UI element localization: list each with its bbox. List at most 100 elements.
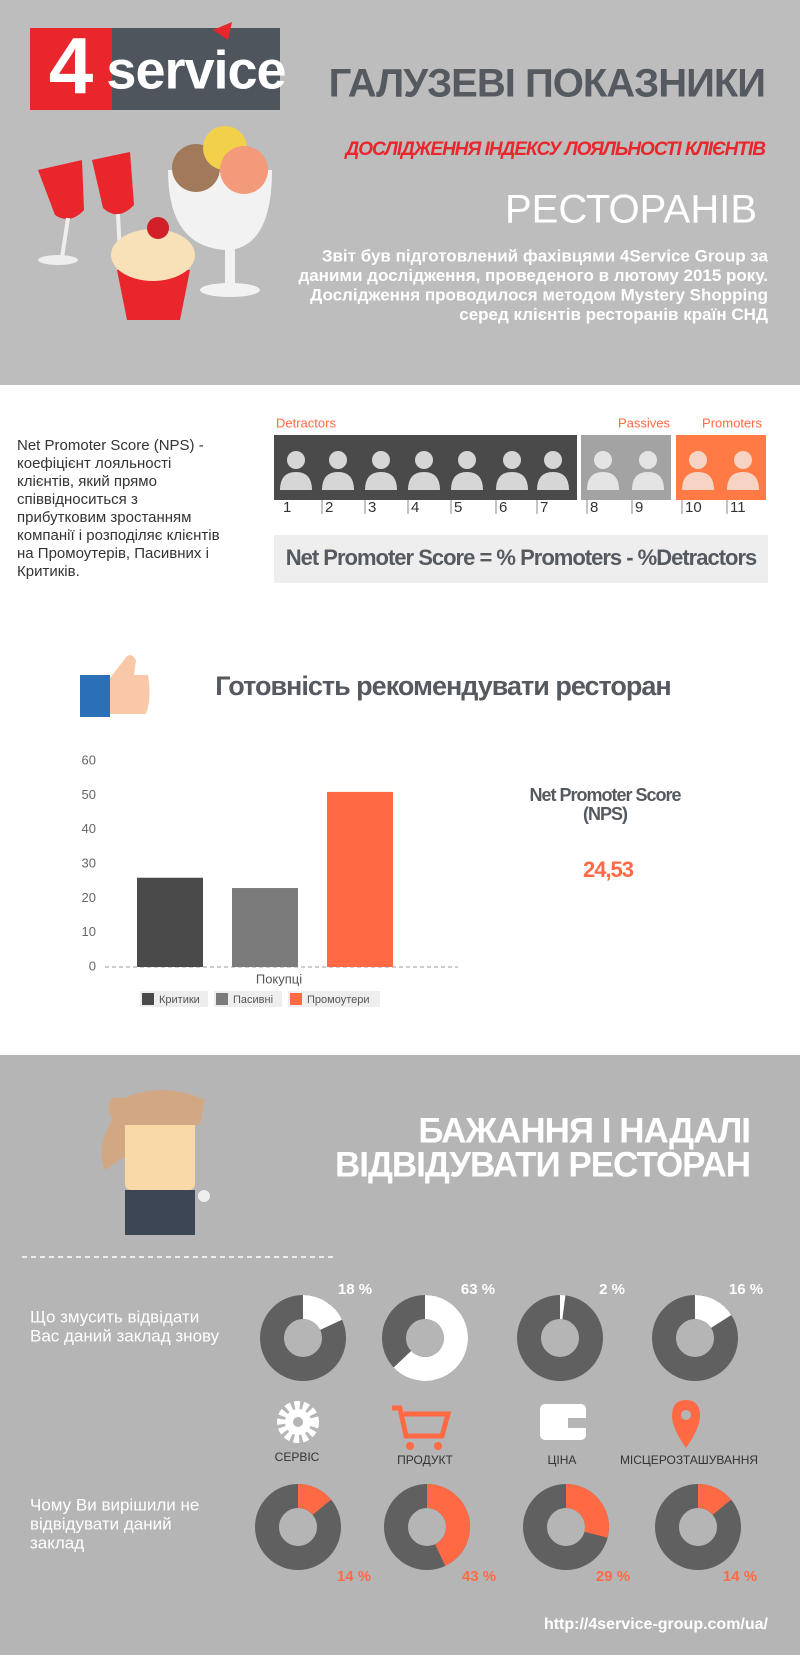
fringe (120, 1090, 205, 1125)
nps-description: клієнтів, який прямо (17, 473, 157, 490)
wallet-clasp (568, 1418, 586, 1428)
cart-icon (392, 1405, 452, 1439)
person-body (280, 472, 312, 490)
donut-segment (566, 1484, 609, 1538)
y-tick-label: 10 (82, 924, 96, 939)
legend-bg (140, 991, 208, 1007)
scale-number: 3 (368, 499, 376, 516)
person-body (682, 472, 714, 490)
y-tick-label: 0 (89, 958, 96, 973)
scale-number: 6 (499, 499, 507, 516)
scale-number: 8 (590, 499, 598, 516)
person-body (587, 472, 619, 490)
y-tick-label: 40 (82, 821, 96, 836)
intro-line: серед клієнтів ресторанів країн СНД (459, 305, 768, 324)
y-tick-label: 50 (82, 787, 96, 802)
legend-bg (288, 991, 380, 1007)
wine-glass (38, 160, 84, 219)
person-head (503, 451, 521, 469)
nps-label: Net Promoter Score (529, 785, 681, 805)
legend-swatch (290, 993, 302, 1005)
donut-label: 14 % (723, 1568, 757, 1585)
person-body (496, 472, 528, 490)
row-label: Чому Ви вирішили не (30, 1495, 199, 1514)
face (125, 1110, 195, 1190)
footer-url: http://4service-group.com/ua/ (544, 1616, 769, 1633)
person-body (451, 472, 483, 490)
promoters-box (676, 435, 766, 500)
nps-value: 24,53 (583, 857, 634, 882)
factor-label: ЦІНА (548, 1453, 577, 1467)
donut-segment (560, 1295, 566, 1320)
person-body (365, 472, 397, 490)
nps-description: співвідноситься з (17, 491, 138, 508)
person-body (537, 472, 569, 490)
nps-description: на Промоутерів, Пасивних і (17, 545, 209, 562)
donut-segment (695, 1295, 732, 1328)
formula: Net Promoter Score = % Promoters - %Detr… (286, 545, 757, 570)
donut-segment (698, 1484, 732, 1515)
scale-number: 7 (540, 499, 548, 516)
scale-number: 1 (283, 499, 291, 516)
intro-line: Звіт був підготовлений фахівцями 4Servic… (322, 246, 769, 265)
gear-hole (293, 1417, 303, 1427)
person-body (727, 472, 759, 490)
row-label: Що змусить відвідати (30, 1307, 199, 1326)
person-body (322, 472, 354, 490)
intro-line: Дослідження проводилося методом Mystery … (310, 285, 768, 304)
cherry (147, 217, 169, 239)
cupcake-base (117, 270, 190, 320)
legend-label: Критики (159, 994, 200, 1006)
logo-red (30, 28, 112, 110)
group-label: Passives (618, 415, 671, 430)
donut-label: 14 % (337, 1568, 371, 1585)
cart-wheel (434, 1442, 442, 1450)
glass-foot (38, 255, 78, 265)
pin-hole (681, 1410, 691, 1420)
nps-label: (NPS) (583, 804, 628, 824)
nps-description: компанії і розподіляє клієнтів (17, 527, 220, 544)
donut-label: 43 % (462, 1568, 496, 1585)
legend-bg (214, 991, 282, 1007)
scoop (220, 146, 268, 194)
hand (110, 655, 150, 714)
nps-description: прибутковим зростанням (17, 509, 192, 526)
row-label: відвідувати даний (30, 1514, 172, 1533)
bar (137, 877, 203, 967)
legend-label: Пасивні (233, 994, 273, 1006)
section-title: БАЖАННЯ І НАДАЛІ (418, 1111, 750, 1150)
legend-swatch (142, 993, 154, 1005)
bowl-foot (200, 283, 260, 297)
donut-label: 16 % (729, 1281, 763, 1298)
person-head (734, 451, 752, 469)
y-tick-label: 20 (82, 890, 96, 905)
scale-number: 10 (685, 499, 702, 516)
apron (125, 1190, 195, 1235)
group-label: Detractors (276, 415, 336, 430)
group-label: Promoters (702, 415, 762, 430)
bowl-stem (225, 245, 235, 285)
cart-wheel (406, 1442, 414, 1450)
row-label: Вас даний заклад знову (30, 1326, 220, 1345)
donut-segment (298, 1484, 332, 1515)
scale-number: 4 (411, 499, 419, 516)
scale-number: 2 (325, 499, 333, 516)
logo-word: service (106, 40, 285, 100)
scale-number: 9 (635, 499, 643, 516)
scale-number: 11 (730, 499, 746, 516)
donut-label: 63 % (461, 1281, 495, 1298)
person-head (287, 451, 305, 469)
cupcake-cream (111, 229, 195, 281)
person-body (632, 472, 664, 490)
gear-icon (277, 1401, 319, 1443)
logo-dark (112, 28, 280, 110)
formula-box (274, 535, 768, 583)
donut-label: 29 % (596, 1568, 630, 1585)
legend-label: Промоутери (307, 994, 370, 1006)
waitress-illustration (101, 1090, 210, 1235)
row-label: заклад (30, 1533, 84, 1552)
legend-swatch (216, 993, 228, 1005)
factor-icons (277, 1400, 700, 1450)
person-head (594, 451, 612, 469)
